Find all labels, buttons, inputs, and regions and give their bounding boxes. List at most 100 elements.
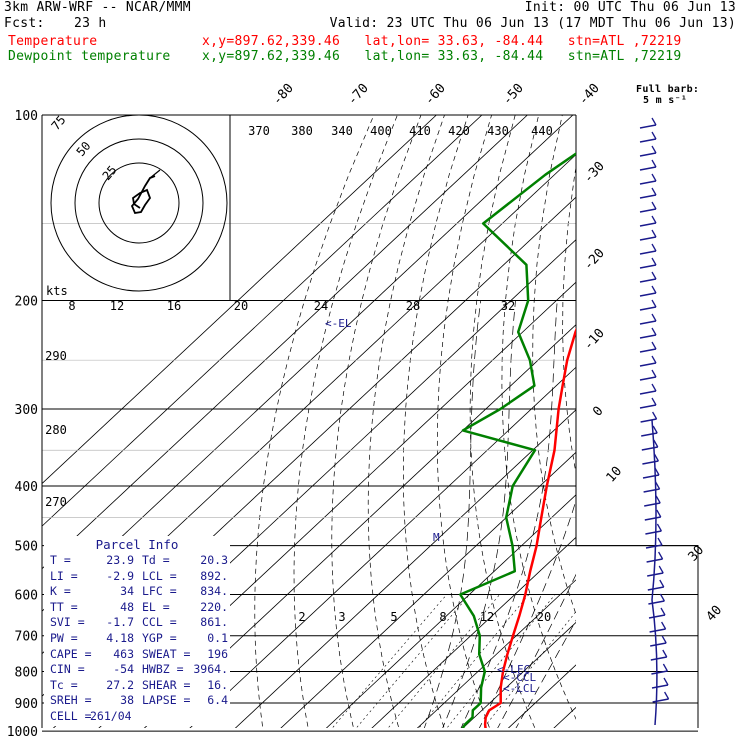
mixing-ratio-line: [418, 594, 530, 728]
hodograph-ring-label: 50: [74, 139, 94, 159]
wind-barb: [650, 656, 667, 661]
parcel-info-row: CIN = -54 HWBZ = 3964.: [44, 662, 230, 678]
isotherm-tick-label: -60: [422, 81, 449, 108]
pressure-tick-label: 1000: [7, 725, 38, 740]
mixing-ratio-tick-label: 20: [234, 299, 248, 313]
parcel-param-value: 3964.: [193, 662, 228, 677]
parcel-param-label: [142, 709, 190, 725]
wind-barb-flag: [651, 243, 657, 252]
theta-tick-label: 270: [45, 495, 67, 509]
pressure-tick-label: 300: [15, 403, 38, 418]
wind-barb-flag: [651, 383, 657, 392]
dewpoint-legend-label: Dewpoint temperature: [8, 49, 171, 64]
hodograph-unit-label: kts: [46, 284, 68, 298]
parcel-info-row: CAPE = 463 SWEAT = 196: [44, 647, 230, 663]
wind-barb-flag: [652, 425, 658, 434]
hodograph-ring-label: 25: [100, 163, 120, 183]
parcel-param-label: CIN =: [50, 662, 85, 677]
isotherm-tick-label: -40: [576, 81, 603, 108]
moist-adiabat-line: [515, 619, 576, 728]
parcel-param-label: LCL =: [142, 568, 177, 583]
wind-barb: [639, 376, 657, 381]
wind-barb: [639, 404, 657, 409]
wind-barb: [645, 530, 662, 535]
wind-barb-flag: [662, 663, 668, 672]
isotherm-line: [42, 115, 483, 527]
isotherm-line: [553, 706, 576, 728]
hodograph-ring-label: 75: [49, 113, 69, 133]
parcel-param-label: PW =: [50, 630, 78, 645]
theta-tick-label: 410: [409, 124, 431, 138]
wind-barb-flag: [656, 523, 662, 532]
theta-tick-label: 440: [531, 124, 553, 138]
theta-tick-label: 400: [370, 124, 392, 138]
parcel-param-value: 463: [113, 646, 134, 661]
mixing-ratio-tick-label: 16: [167, 299, 181, 313]
dry-adiabat-line: [648, 115, 740, 740]
parcel-param-value: 23.9: [106, 553, 134, 567]
pressure-tick-label: 900: [15, 697, 38, 712]
parcel-param-label: SREH =: [50, 693, 92, 708]
isotherm-tick-label: -10: [581, 326, 608, 353]
wind-barb-flag: [651, 341, 657, 350]
mixing-ratio-tick-label: 8: [439, 610, 446, 624]
wind-barb-flag: [651, 369, 657, 378]
wind-barb-flag: [651, 201, 657, 210]
parcel-param-value: 6.4: [207, 693, 228, 708]
mixing-ratio-tick-label: 5: [390, 610, 397, 624]
temperature-profile: [483, 327, 576, 728]
parcel-info-row: SVI = -1.7 CCL = 861.: [44, 615, 230, 631]
parcel-param-label: SWEAT =: [142, 646, 191, 661]
wind-barb: [644, 502, 661, 507]
wind-barb-flag: [651, 131, 657, 140]
parcel-param-value: -2.9: [106, 568, 134, 583]
isotherm-line: [143, 324, 576, 728]
wind-barb-flag: [660, 607, 666, 616]
wind-barb: [639, 208, 657, 213]
parcel-param-label: CAPE =: [50, 646, 92, 661]
hodograph-ring: [74, 138, 204, 268]
isotherm-line: [416, 579, 576, 728]
parcel-info-row: CELL = 261/04: [44, 709, 230, 725]
lcl-m-marker: M: [433, 531, 440, 544]
wind-barb-flag: [651, 327, 657, 336]
wind-barb: [641, 446, 658, 451]
pressure-tick-label: 100: [15, 109, 38, 124]
forecast-hour: 23 h: [74, 16, 107, 31]
parcel-info-row: K = 34 LFC = 834.: [44, 584, 230, 600]
init-time: Init: 00 UTC Thu 06 Jun 13: [524, 0, 736, 15]
isotherm-tick-label: -50: [500, 81, 527, 108]
mixing-ratio-tick-label: 8: [68, 299, 75, 313]
wind-barb: [639, 152, 657, 157]
level-marker-label: <-LFC: [497, 663, 530, 676]
pressure-tick-label: 700: [15, 630, 38, 645]
wind-barb-flag: [658, 565, 664, 574]
parcel-param-label: K =: [50, 584, 71, 599]
wind-barb-flag: [651, 215, 657, 224]
isotherm-tick-label: 40: [704, 603, 726, 625]
parcel-param-value: -54: [113, 662, 134, 677]
pressure-tick-label: 600: [15, 588, 38, 603]
parcel-param-value: 38: [120, 693, 134, 708]
parcel-info-panel: Parcel Info T = 23.9 Td = 20.3 LI = -2.9 LCL =…: [44, 536, 230, 726]
isotherm-line: [325, 494, 576, 728]
wind-barb: [639, 292, 657, 297]
isotherm-line: [280, 451, 576, 728]
wind-barb: [639, 194, 657, 199]
theta-tick-label: 340: [331, 124, 353, 138]
theta-tick-label: 290: [45, 349, 67, 363]
isotherm-tick-label: -20: [581, 246, 608, 273]
dry-adiabat-line: [674, 115, 740, 740]
wind-barb: [639, 348, 657, 353]
wind-barb-stack: [651, 419, 658, 726]
dry-adiabat-line: [367, 115, 445, 728]
model-title: 3km ARW-WRF -- NCAR/MMM: [4, 0, 191, 15]
wind-barb-flag: [651, 159, 657, 168]
dry-adiabat-line: [469, 115, 536, 728]
parcel-info-row: LI = -2.9 LCL = 892.: [44, 569, 230, 585]
theta-tick-label: 280: [45, 423, 67, 437]
wind-barb: [639, 124, 657, 129]
parcel-param-label: T =: [50, 553, 71, 567]
wind-barb-flag: [661, 621, 667, 630]
wind-barb: [642, 460, 659, 465]
